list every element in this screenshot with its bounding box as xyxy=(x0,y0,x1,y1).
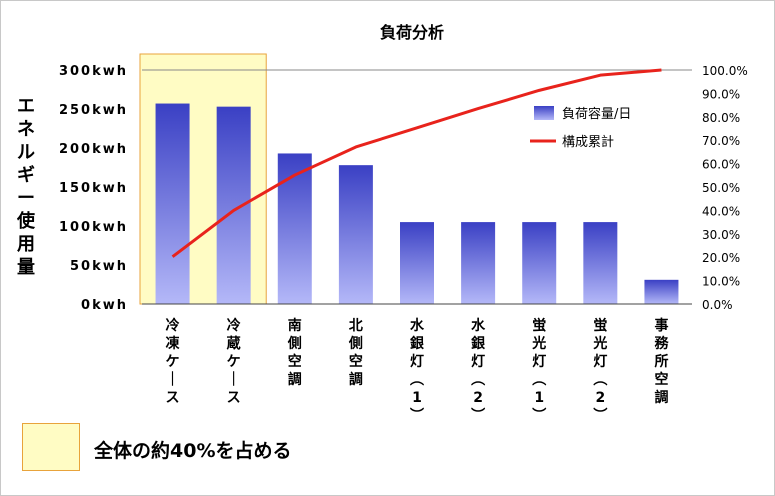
x-tick-label-char: 水 xyxy=(471,317,486,334)
x-tick-label-char: 調 xyxy=(654,389,668,406)
annotation-text: 全体の約40%を占める xyxy=(94,440,292,462)
x-tick-label-char: 事 xyxy=(654,317,668,334)
x-tick-label-char: ケ xyxy=(166,354,180,370)
y-tick-label: 100kwh xyxy=(59,220,128,235)
bar-7 xyxy=(522,222,557,304)
x-tick-label-char: 北 xyxy=(349,318,363,334)
bar-8 xyxy=(583,222,618,304)
bar-2 xyxy=(216,106,251,304)
x-tick-label-char: 蔵 xyxy=(227,335,241,352)
y-axis-label-char: 用 xyxy=(17,234,35,255)
bar-1 xyxy=(155,103,190,304)
x-tick-label-char: 空 xyxy=(654,371,668,388)
x-tick-label-char: ︶ xyxy=(531,407,546,424)
legend-swatch-bar xyxy=(534,106,554,120)
y-axis-label-char: ー xyxy=(17,188,35,209)
legend-label-bar: 負荷容量/日 xyxy=(562,106,631,122)
y-tick-label: 150kwh xyxy=(59,181,128,196)
x-tick-label-char: 南 xyxy=(288,317,302,334)
y2-tick-label: 80.0% xyxy=(702,111,740,125)
x-tick-label-char: 灯 xyxy=(471,353,485,370)
y2-tick-label: 20.0% xyxy=(702,251,740,265)
y-tick-label: 50kwh xyxy=(70,259,128,274)
x-tick-label-char: ︵ xyxy=(409,372,424,388)
x-tick-label-char: ︶ xyxy=(409,407,424,424)
bar-4 xyxy=(338,165,373,304)
x-tick-label-char: 空 xyxy=(288,353,302,370)
x-tick-label-char: 所 xyxy=(654,353,668,370)
x-tick-label-char: 冷 xyxy=(166,317,180,334)
y2-tick-label: 10.0% xyxy=(702,275,740,289)
cumulative-line xyxy=(171,68,662,258)
x-tick-label-char: 務 xyxy=(654,335,669,352)
x-tick-label-char: ︵ xyxy=(531,372,546,388)
y-tick-label: 250kwh xyxy=(59,103,128,118)
x-tick-label-char: 1 xyxy=(534,390,544,406)
bar-5 xyxy=(400,222,434,304)
annotation-swatch xyxy=(22,423,80,471)
y-tick-label: 200kwh xyxy=(59,142,128,157)
y2-tick-label: 100.0% xyxy=(702,64,748,78)
y-axis-label-char: ギ xyxy=(17,165,35,186)
x-tick-label-char: 灯 xyxy=(593,353,607,370)
x-tick-label-char: 側 xyxy=(287,335,302,352)
chart-title: 負荷分析 xyxy=(380,23,444,42)
x-tick-label-char: 光 xyxy=(531,335,546,352)
x-tick-label-char: 1 xyxy=(412,390,422,406)
x-tick-label-char: ス xyxy=(166,390,180,406)
y2-tick-label: 40.0% xyxy=(702,204,740,218)
y-axis-label-char: エ xyxy=(17,96,35,117)
y2-tick-label: 30.0% xyxy=(702,228,740,242)
y-tick-label: 0kwh xyxy=(81,298,128,313)
x-tick-label-char: 冷 xyxy=(227,317,241,334)
bar-6 xyxy=(461,222,496,304)
x-tick-label-char: 空 xyxy=(349,353,363,370)
x-tick-label-char: ︵ xyxy=(470,372,485,388)
x-tick-label-char: ｜ xyxy=(227,371,241,388)
y-axis-label-char: 使 xyxy=(16,211,36,232)
legend-label-line: 構成累計 xyxy=(562,134,614,150)
y2-tick-label: 90.0% xyxy=(702,87,740,101)
bar-9 xyxy=(644,279,679,304)
x-tick-label-char: ケ xyxy=(227,354,241,370)
y-axis-label-char: 量 xyxy=(17,256,35,278)
x-tick-label-char: 水 xyxy=(410,317,425,334)
x-tick-label-char: ｜ xyxy=(166,371,180,388)
x-tick-label-char: 銀 xyxy=(410,335,424,352)
y-tick-label: 300kwh xyxy=(59,64,128,79)
x-tick-label-char: 蛍 xyxy=(532,317,546,334)
x-tick-label-char: 灯 xyxy=(410,353,424,370)
x-tick-label-char: 調 xyxy=(288,371,302,388)
y2-tick-label: 60.0% xyxy=(702,158,740,172)
x-tick-label-char: 銀 xyxy=(471,335,485,352)
y2-tick-label: 70.0% xyxy=(702,134,740,148)
x-tick-label-char: ス xyxy=(227,390,241,406)
x-tick-label-char: 2 xyxy=(473,390,483,406)
x-tick-label-char: 2 xyxy=(595,390,605,406)
x-tick-label-char: ︶ xyxy=(592,407,607,424)
x-tick-label-char: 側 xyxy=(348,335,363,352)
x-tick-label-char: 凍 xyxy=(166,335,181,352)
x-tick-label-char: 光 xyxy=(592,335,607,352)
x-tick-label-char: 調 xyxy=(349,371,363,388)
x-tick-label-char: ︵ xyxy=(592,372,607,388)
bar-3 xyxy=(277,153,312,304)
y-axis-label-char: ネ xyxy=(17,119,35,140)
y2-tick-label: 50.0% xyxy=(702,181,740,195)
x-tick-label-char: ︶ xyxy=(470,407,485,424)
x-tick-label-char: 灯 xyxy=(532,353,546,370)
y-axis-label-char: ル xyxy=(17,142,35,163)
y2-tick-label: 0.0% xyxy=(702,298,733,312)
x-tick-label-char: 蛍 xyxy=(593,317,607,334)
